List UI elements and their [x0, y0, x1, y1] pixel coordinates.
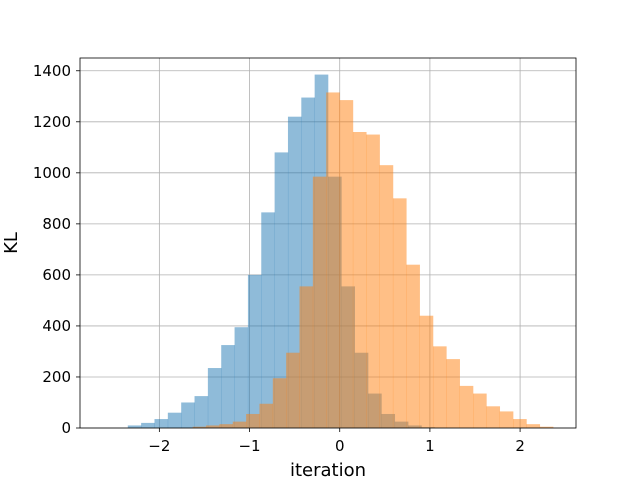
histogram-bar-series-2 [486, 406, 501, 428]
x-tick-label: −2 [148, 437, 170, 455]
histogram-bar-series-2 [286, 352, 300, 428]
histogram-bar-series-1 [274, 152, 289, 428]
histogram-bar-series-2 [366, 134, 380, 428]
histogram-bar-series-2 [352, 132, 367, 428]
histogram-bar-series-1 [141, 422, 155, 428]
y-tick-label: 800 [42, 215, 71, 233]
histogram-bar-series-1 [181, 402, 195, 428]
histogram-bar-series-1 [287, 116, 302, 429]
y-tick-label: 1200 [33, 113, 71, 131]
y-tick-label: 600 [42, 266, 71, 284]
histogram-bar-series-1 [221, 345, 235, 428]
histogram-bar-series-2 [446, 359, 460, 428]
histogram-bar-series-2 [459, 385, 474, 428]
histogram-bar-series-2 [259, 403, 274, 428]
plot-frame [79, 57, 577, 429]
histogram-bar-series-2 [339, 100, 354, 428]
histogram-bar-series-2 [526, 424, 541, 428]
histogram-bar-series-2 [432, 346, 447, 428]
y-axis-label: KL [1, 232, 22, 254]
y-tick-label: 400 [42, 317, 71, 335]
histogram-bar-series-2 [406, 264, 420, 428]
histogram-bar-series-2 [272, 378, 287, 428]
histogram-bars [127, 74, 554, 429]
y-tick-label: 1000 [33, 164, 71, 182]
histogram-bar-series-1 [194, 396, 209, 428]
histogram-bar-series-1 [167, 412, 182, 428]
y-tick-label: 0 [61, 419, 71, 437]
histogram-bar-series-1 [207, 368, 222, 428]
y-tick-label: 200 [42, 368, 71, 386]
x-axis-ticks: −2 −1 0 1 2 [148, 428, 525, 455]
histogram-bar-series-2 [499, 411, 514, 428]
histogram-bar-series-2 [232, 421, 247, 428]
histogram-bar-series-2 [246, 413, 260, 428]
y-tick-label: 1400 [33, 62, 71, 80]
histogram-bar-series-2 [206, 425, 220, 428]
histogram-bar-series-2 [312, 176, 327, 428]
histogram-bar-series-1 [247, 274, 262, 428]
histogram-bar-series-1 [154, 419, 169, 428]
x-tick-label: 2 [515, 437, 525, 455]
histogram-bar-series-2 [379, 165, 394, 428]
y-axis-ticks: 0 200 400 600 800 1000 1200 1400 [33, 62, 80, 437]
x-tick-label: 0 [335, 437, 345, 455]
histogram-bar-series-2 [326, 92, 340, 428]
histogram-bar-series-1 [127, 425, 142, 428]
histogram-bar-series-2 [513, 419, 527, 428]
histogram-bar-series-1 [234, 327, 249, 428]
histogram-bar-series-2 [419, 315, 434, 428]
histogram-bar-series-2 [539, 426, 554, 428]
histogram-bar-series-2 [299, 286, 314, 428]
histogram-bar-series-2 [219, 424, 234, 428]
histogram-bar-series-2 [473, 393, 487, 428]
x-axis-label: iteration [290, 460, 366, 480]
x-tick-label: 1 [425, 437, 435, 455]
x-tick-label: −1 [238, 437, 260, 455]
histogram-bar-series-1 [261, 212, 275, 428]
histogram-bar-series-2 [192, 426, 207, 428]
histogram-bar-series-2 [392, 198, 407, 428]
